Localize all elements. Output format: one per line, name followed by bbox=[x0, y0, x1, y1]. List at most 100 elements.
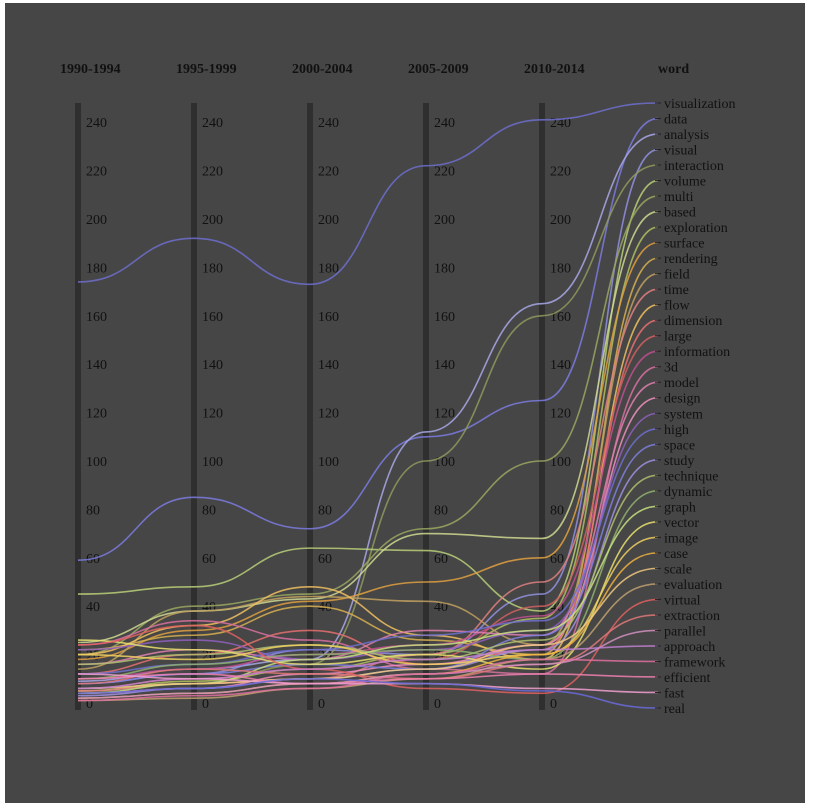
word-label-extraction: extraction bbox=[664, 609, 720, 624]
tick-label: 200 bbox=[318, 213, 339, 228]
word-label-graph: graph bbox=[664, 500, 696, 515]
word-label-interaction: interaction bbox=[664, 159, 724, 174]
word-label-case: case bbox=[664, 547, 688, 562]
tick-label: 140 bbox=[86, 358, 107, 373]
word-label-image: image bbox=[664, 531, 698, 546]
tick-label: 100 bbox=[318, 455, 339, 470]
series-line-real bbox=[77, 677, 659, 709]
series-line-data bbox=[77, 117, 659, 562]
tick-label: 0 bbox=[550, 697, 557, 712]
axis-bar bbox=[539, 103, 545, 710]
word-label-real: real bbox=[664, 702, 685, 717]
word-label-surface: surface bbox=[664, 237, 704, 252]
word-label-model: model bbox=[664, 376, 699, 391]
axis-bar bbox=[307, 103, 313, 710]
tick-label: 200 bbox=[550, 213, 571, 228]
tick-label: 160 bbox=[318, 310, 339, 325]
tick-label: 220 bbox=[318, 165, 339, 180]
word-label-space: space bbox=[664, 438, 695, 453]
word-label-vector: vector bbox=[664, 516, 699, 531]
word-label-design: design bbox=[664, 392, 701, 407]
tick-label: 240 bbox=[434, 116, 455, 131]
tick-label: 140 bbox=[202, 358, 223, 373]
tick-label: 180 bbox=[550, 261, 571, 276]
word-label-evaluation: evaluation bbox=[664, 578, 722, 593]
tick-label: 120 bbox=[550, 407, 571, 422]
word-label-flow: flow bbox=[664, 299, 691, 314]
series-line-rendering bbox=[77, 257, 659, 656]
tick-label: 60 bbox=[550, 552, 564, 567]
tick-label: 180 bbox=[434, 261, 455, 276]
axis-bar bbox=[423, 103, 429, 710]
tick-label: 0 bbox=[86, 697, 93, 712]
tick-label: 100 bbox=[86, 455, 107, 470]
tick-label: 80 bbox=[550, 503, 564, 518]
word-label-field: field bbox=[664, 268, 690, 283]
tick-label: 100 bbox=[550, 455, 571, 470]
word-label-approach: approach bbox=[664, 640, 715, 655]
tick-label: 140 bbox=[434, 358, 455, 373]
parallel-coordinates-chart: 1990-1994 1995-1999 2000-2004 2005-2009 2010… bbox=[60, 62, 736, 717]
tick-label: 160 bbox=[434, 310, 455, 325]
word-label-technique: technique bbox=[664, 469, 718, 484]
series-line-parallel bbox=[77, 629, 659, 699]
word-label-3d: 3d bbox=[664, 361, 678, 376]
word-label-large: large bbox=[664, 330, 692, 345]
tick-label: 120 bbox=[202, 407, 223, 422]
word-label-parallel: parallel bbox=[664, 624, 706, 639]
tick-label: 20 bbox=[86, 649, 100, 664]
word-label-time: time bbox=[664, 283, 689, 298]
word-label-fast: fast bbox=[664, 686, 684, 701]
word-label-information: information bbox=[664, 345, 730, 360]
tick-label: 240 bbox=[318, 116, 339, 131]
series-line-multi bbox=[77, 195, 659, 656]
tick-label: 240 bbox=[202, 116, 223, 131]
axis-title: 2000-2004 bbox=[292, 62, 353, 77]
tick-label: 80 bbox=[434, 503, 448, 518]
word-label-study: study bbox=[664, 454, 694, 469]
tick-label: 120 bbox=[318, 407, 339, 422]
series-line-vector bbox=[77, 521, 659, 670]
tick-label: 220 bbox=[86, 165, 107, 180]
chart-panel: 1990-1994 1995-1999 2000-2004 2005-2009 2010… bbox=[5, 3, 805, 803]
tick-label: 140 bbox=[318, 358, 339, 373]
axis-title: 1990-1994 bbox=[60, 62, 121, 77]
tick-label: 160 bbox=[202, 310, 223, 325]
tick-label: 80 bbox=[202, 503, 216, 518]
word-label-exploration: exploration bbox=[664, 221, 728, 236]
series-line-fast bbox=[77, 673, 659, 694]
tick-label: 220 bbox=[434, 165, 455, 180]
tick-label: 180 bbox=[202, 261, 223, 276]
tick-label: 80 bbox=[318, 503, 332, 518]
word-label-scale: scale bbox=[664, 562, 692, 577]
axis-title: 1995-1999 bbox=[176, 62, 237, 77]
series-line-dynamic bbox=[77, 490, 659, 680]
tick-label: 220 bbox=[550, 165, 571, 180]
tick-label: 160 bbox=[550, 310, 571, 325]
word-label-based: based bbox=[664, 206, 696, 221]
tick-label: 160 bbox=[86, 310, 107, 325]
word-label-analysis: analysis bbox=[664, 128, 709, 143]
tick-label: 200 bbox=[434, 213, 455, 228]
axis-title: word bbox=[658, 62, 689, 77]
series-line-surface bbox=[77, 241, 659, 661]
series-line-large bbox=[77, 334, 659, 690]
axis-title: 2010-2014 bbox=[524, 62, 585, 77]
tick-label: 80 bbox=[86, 503, 100, 518]
word-label-high: high bbox=[664, 423, 689, 438]
tick-label: 60 bbox=[434, 552, 448, 567]
tick-label: 140 bbox=[550, 358, 571, 373]
tick-label: 180 bbox=[318, 261, 339, 276]
word-label-data: data bbox=[664, 113, 688, 128]
series-line-scale bbox=[77, 567, 659, 690]
tick-label: 100 bbox=[434, 455, 455, 470]
tick-label: 100 bbox=[202, 455, 223, 470]
tick-label: 0 bbox=[434, 697, 441, 712]
word-label-virtual: virtual bbox=[664, 593, 701, 608]
word-label-framework: framework bbox=[664, 655, 725, 670]
word-label-efficient: efficient bbox=[664, 671, 710, 686]
axis-bar bbox=[75, 103, 81, 710]
tick-label: 200 bbox=[86, 213, 107, 228]
word-label-visual: visual bbox=[664, 144, 698, 159]
tick-label: 120 bbox=[86, 407, 107, 422]
